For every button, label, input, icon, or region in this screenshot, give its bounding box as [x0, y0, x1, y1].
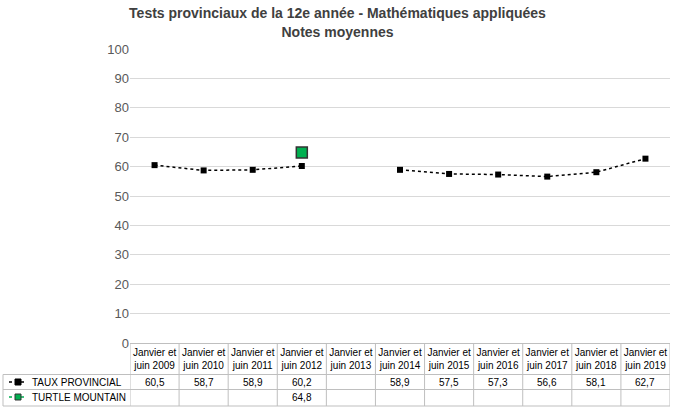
- svg-text:Janvier etjuin 2010: Janvier etjuin 2010: [182, 347, 226, 371]
- svg-text:70: 70: [115, 130, 129, 145]
- svg-text:0: 0: [122, 336, 129, 351]
- svg-text:40: 40: [115, 218, 129, 233]
- svg-text:57,3: 57,3: [488, 377, 508, 388]
- svg-text:60: 60: [115, 159, 129, 174]
- svg-text:TURTLE MOUNTAIN: TURTLE MOUNTAIN: [32, 392, 126, 403]
- svg-text:58,1: 58,1: [586, 377, 606, 388]
- svg-text:60,2: 60,2: [292, 377, 312, 388]
- svg-text:Janvier etjuin 2014: Janvier etjuin 2014: [378, 347, 422, 371]
- svg-text:Janvier etjuin 2019: Janvier etjuin 2019: [624, 347, 668, 371]
- svg-text:Janvier etjuin 2017: Janvier etjuin 2017: [526, 347, 570, 371]
- svg-text:Janvier etjuin 2009: Janvier etjuin 2009: [133, 347, 177, 371]
- svg-text:50: 50: [115, 189, 129, 204]
- svg-text:80: 80: [115, 100, 129, 115]
- svg-text:Janvier etjuin 2011: Janvier etjuin 2011: [231, 347, 275, 371]
- svg-text:TAUX PROVINCIAL: TAUX PROVINCIAL: [32, 377, 122, 388]
- svg-text:20: 20: [115, 277, 129, 292]
- svg-text:Janvier etjuin 2012: Janvier etjuin 2012: [280, 347, 324, 371]
- svg-text:58,9: 58,9: [243, 377, 263, 388]
- svg-text:100: 100: [107, 42, 129, 57]
- svg-text:60,5: 60,5: [145, 377, 165, 388]
- svg-text:64,8: 64,8: [292, 392, 312, 403]
- svg-text:62,7: 62,7: [635, 377, 655, 388]
- svg-text:10: 10: [115, 306, 129, 321]
- svg-text:57,5: 57,5: [439, 377, 459, 388]
- svg-text:Tests provinciaux de la 12e an: Tests provinciaux de la 12e année - Math…: [129, 5, 546, 39]
- svg-text:58,7: 58,7: [194, 377, 214, 388]
- svg-text:90: 90: [115, 71, 129, 86]
- svg-text:Janvier etjuin 2013: Janvier etjuin 2013: [329, 347, 373, 371]
- svg-text:Janvier etjuin 2016: Janvier etjuin 2016: [477, 347, 521, 371]
- svg-text:30: 30: [115, 247, 129, 262]
- svg-text:Janvier etjuin 2015: Janvier etjuin 2015: [427, 347, 471, 371]
- svg-text:58,9: 58,9: [390, 377, 410, 388]
- svg-text:Janvier etjuin 2018: Janvier etjuin 2018: [575, 347, 619, 371]
- svg-text:56,6: 56,6: [537, 377, 557, 388]
